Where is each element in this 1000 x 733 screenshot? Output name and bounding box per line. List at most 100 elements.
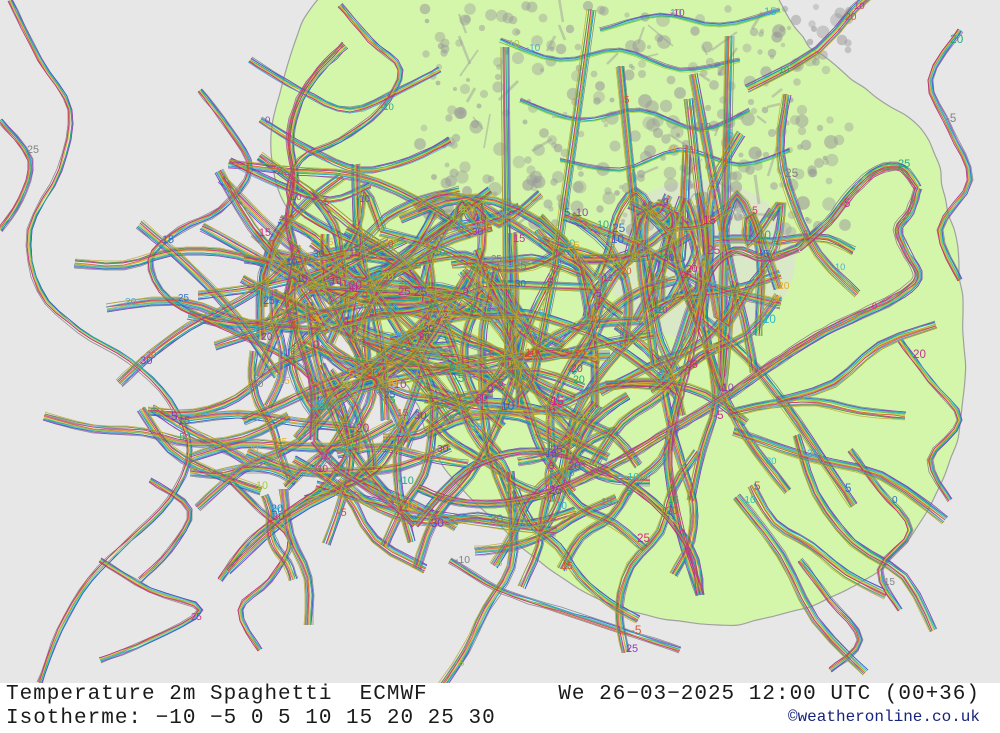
svg-text:-10: -10 xyxy=(402,500,418,512)
svg-text:25: 25 xyxy=(706,280,718,292)
svg-text:20: 20 xyxy=(666,505,678,517)
svg-text:-5: -5 xyxy=(337,507,347,519)
svg-text:30: 30 xyxy=(807,448,819,460)
svg-text:5: 5 xyxy=(845,482,851,495)
svg-text:5: 5 xyxy=(547,277,553,289)
svg-text:25: 25 xyxy=(311,399,325,412)
svg-text:20: 20 xyxy=(304,389,314,400)
svg-text:-5: -5 xyxy=(454,373,464,385)
svg-text:15: 15 xyxy=(562,561,573,572)
svg-text:30: 30 xyxy=(490,512,504,526)
svg-text:-5: -5 xyxy=(483,223,493,235)
svg-text:20: 20 xyxy=(621,266,632,277)
svg-text:-5: -5 xyxy=(460,204,468,215)
svg-text:25: 25 xyxy=(27,144,39,156)
svg-text:5: 5 xyxy=(482,263,488,274)
svg-text:20: 20 xyxy=(571,363,583,375)
svg-text:-10: -10 xyxy=(372,382,390,396)
svg-text:30: 30 xyxy=(437,444,449,455)
svg-text:-10: -10 xyxy=(572,207,588,219)
svg-text:25: 25 xyxy=(707,243,721,257)
svg-text:5: 5 xyxy=(647,201,653,213)
svg-text:10: 10 xyxy=(611,233,624,246)
svg-text:25: 25 xyxy=(549,484,563,497)
svg-text:5: 5 xyxy=(390,395,396,406)
svg-text:-5: -5 xyxy=(592,288,602,300)
svg-text:30: 30 xyxy=(125,297,137,308)
svg-text:25: 25 xyxy=(276,437,288,448)
svg-text:-10: -10 xyxy=(431,248,446,259)
svg-text:-10: -10 xyxy=(505,39,520,50)
svg-text:25: 25 xyxy=(898,158,910,170)
svg-text:15: 15 xyxy=(455,219,466,230)
svg-text:30: 30 xyxy=(428,347,438,357)
svg-text:5: 5 xyxy=(663,275,668,285)
svg-text:30: 30 xyxy=(423,324,435,335)
svg-text:-5: -5 xyxy=(588,352,598,364)
svg-text:-5: -5 xyxy=(345,368,354,380)
svg-text:20: 20 xyxy=(356,421,370,435)
svg-text:-10: -10 xyxy=(655,248,671,260)
svg-text:30: 30 xyxy=(427,301,439,313)
svg-text:10: 10 xyxy=(256,480,268,492)
svg-text:-10: -10 xyxy=(565,251,579,262)
svg-text:-5: -5 xyxy=(542,418,551,429)
svg-text:5: 5 xyxy=(498,378,504,389)
svg-text:20: 20 xyxy=(659,354,671,366)
svg-text:30: 30 xyxy=(515,279,526,290)
svg-text:10: 10 xyxy=(758,229,771,242)
svg-text:-5: -5 xyxy=(840,197,851,210)
svg-text:5: 5 xyxy=(727,128,733,140)
svg-text:-10: -10 xyxy=(497,399,515,413)
svg-text:-10: -10 xyxy=(314,464,329,475)
svg-text:-5: -5 xyxy=(250,327,259,338)
svg-text:25: 25 xyxy=(626,643,638,655)
svg-text:-10: -10 xyxy=(670,8,685,19)
svg-text:0: 0 xyxy=(313,339,319,351)
svg-text:0: 0 xyxy=(463,287,469,298)
svg-text:20: 20 xyxy=(845,12,857,23)
svg-text:15: 15 xyxy=(764,6,776,18)
svg-text:30: 30 xyxy=(272,511,284,523)
svg-text:25: 25 xyxy=(398,286,410,298)
svg-text:-10: -10 xyxy=(832,262,845,272)
svg-text:0: 0 xyxy=(892,495,898,506)
svg-text:5: 5 xyxy=(564,207,570,219)
svg-text:30: 30 xyxy=(476,393,488,404)
svg-text:20: 20 xyxy=(950,32,964,46)
svg-text:25: 25 xyxy=(514,260,526,272)
svg-text:0: 0 xyxy=(670,144,676,155)
svg-text:-10: -10 xyxy=(428,234,441,244)
svg-text:0: 0 xyxy=(343,317,349,328)
svg-text:15: 15 xyxy=(661,294,673,305)
svg-text:15: 15 xyxy=(162,234,174,246)
svg-text:25: 25 xyxy=(686,359,698,371)
svg-text:0: 0 xyxy=(487,384,493,396)
svg-text:10: 10 xyxy=(722,382,734,394)
svg-text:-5: -5 xyxy=(456,658,464,668)
svg-text:0: 0 xyxy=(872,301,877,311)
svg-text:-5: -5 xyxy=(946,113,956,125)
svg-text:-10: -10 xyxy=(521,347,538,360)
svg-text:5: 5 xyxy=(752,205,758,217)
svg-text:30: 30 xyxy=(472,227,484,238)
svg-text:15: 15 xyxy=(178,415,190,427)
svg-text:10: 10 xyxy=(779,65,789,75)
svg-text:30: 30 xyxy=(431,518,444,530)
svg-text:20: 20 xyxy=(913,348,926,361)
svg-text:30: 30 xyxy=(313,249,325,260)
svg-text:20: 20 xyxy=(261,331,273,343)
svg-text:-5: -5 xyxy=(799,229,809,241)
svg-text:25: 25 xyxy=(191,612,202,623)
svg-text:15: 15 xyxy=(601,497,613,508)
svg-text:0: 0 xyxy=(382,276,388,288)
svg-text:-5: -5 xyxy=(321,197,329,207)
svg-text:30: 30 xyxy=(353,354,364,365)
svg-text:-5: -5 xyxy=(631,623,642,637)
svg-text:5: 5 xyxy=(489,349,494,360)
svg-text:20: 20 xyxy=(247,444,259,455)
svg-text:30: 30 xyxy=(345,283,358,295)
svg-text:0: 0 xyxy=(352,324,358,335)
svg-text:25: 25 xyxy=(785,166,799,180)
svg-text:30: 30 xyxy=(393,328,407,342)
